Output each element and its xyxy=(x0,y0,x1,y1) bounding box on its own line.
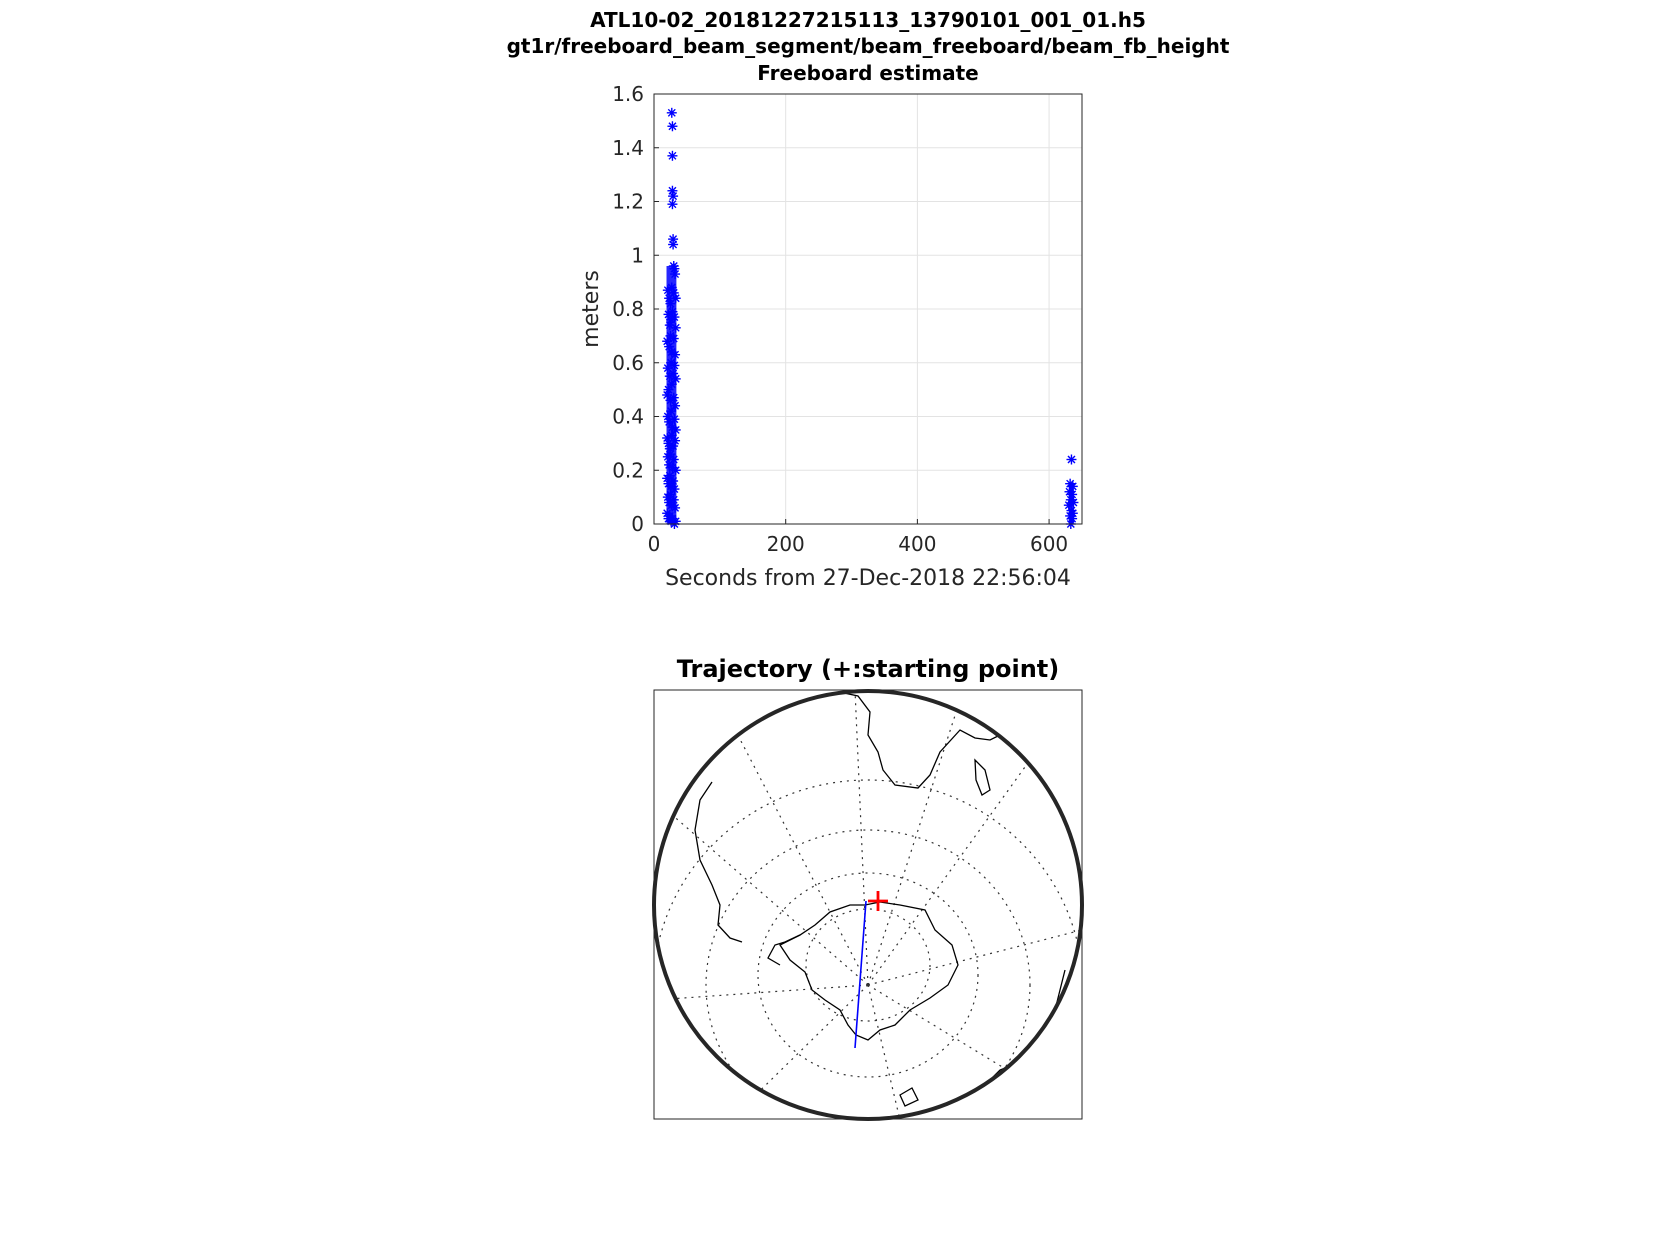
figure-title-line2: gt1r/freeboard_beam_segment/beam_freeboa… xyxy=(507,34,1230,58)
graticule-meridian xyxy=(867,929,1082,986)
graticule-parallel xyxy=(705,829,1031,1119)
graticule-meridian xyxy=(867,759,1031,986)
data-points xyxy=(662,107,1079,529)
globe-outline xyxy=(652,689,1084,1121)
data-point xyxy=(667,150,678,161)
y-tick-label: 1.6 xyxy=(612,82,644,106)
y-tick-label: 1 xyxy=(631,243,644,267)
graticule-parallel xyxy=(654,779,1082,1119)
data-point xyxy=(1066,454,1077,465)
south-america-coastline xyxy=(694,781,743,943)
graticule-meridian xyxy=(654,984,869,1001)
antarctica-coastline xyxy=(779,901,959,1041)
y-tick-label: 1.4 xyxy=(612,136,644,160)
madagascar-coastline xyxy=(974,758,991,796)
x-tick-label: 600 xyxy=(1030,532,1068,556)
graticule xyxy=(654,691,1082,1119)
y-tick-label: 0.2 xyxy=(612,458,644,482)
satellite-track xyxy=(854,900,867,1049)
figure-title-line1: ATL10-02_20181227215113_13790101_001_01.… xyxy=(590,8,1146,32)
graticule-meridian xyxy=(854,691,869,986)
graticule-meridian xyxy=(729,719,869,986)
data-point xyxy=(668,191,679,202)
map-title: Trajectory (+:starting point) xyxy=(677,655,1060,683)
graticule-parallel xyxy=(805,908,931,1022)
y-tick-label: 1.2 xyxy=(612,190,644,214)
graticule-meridian xyxy=(867,699,961,986)
new-zealand-coastline xyxy=(899,1087,919,1107)
freeboard-scatter-plot: 0 200 400 600 0 0.2 0.4 0.6 0.8 1 1.2 1.4 1.6 Secon… xyxy=(579,82,1083,591)
africa-coastline xyxy=(799,691,1001,789)
x-tick-label: 200 xyxy=(767,532,805,556)
data-point xyxy=(667,121,678,132)
graticule-parallel xyxy=(757,872,979,1078)
y-tick-label: 0.6 xyxy=(612,351,644,375)
y-axis-label: meters xyxy=(579,270,604,348)
trajectory-map: Trajectory (+:starting point) xyxy=(652,655,1084,1121)
x-axis-ticks: 0 200 400 600 xyxy=(648,519,1068,556)
data-point-cluster xyxy=(666,266,677,524)
y-axis-ticks: 0 0.2 0.4 0.6 0.8 1 1.2 1.4 1.6 xyxy=(612,82,659,536)
data-point xyxy=(666,107,677,118)
y-tick-label: 0.8 xyxy=(612,297,644,321)
x-tick-label: 400 xyxy=(898,532,936,556)
y-tick-label: 0.4 xyxy=(612,405,644,429)
data-point-cluster xyxy=(1068,483,1075,524)
antarctic-peninsula-coastline xyxy=(767,934,801,966)
figure-title-line3: Freeboard estimate xyxy=(757,61,978,85)
graticule-meridian xyxy=(654,799,869,986)
start-marker xyxy=(868,891,888,911)
x-tick-label: 0 xyxy=(648,532,661,556)
x-axis-label: Seconds from 27-Dec-2018 22:56:04 xyxy=(665,566,1071,591)
data-point xyxy=(668,239,679,250)
y-tick-label: 0 xyxy=(631,512,644,536)
data-point xyxy=(667,199,678,210)
grid-lines xyxy=(653,93,1082,525)
